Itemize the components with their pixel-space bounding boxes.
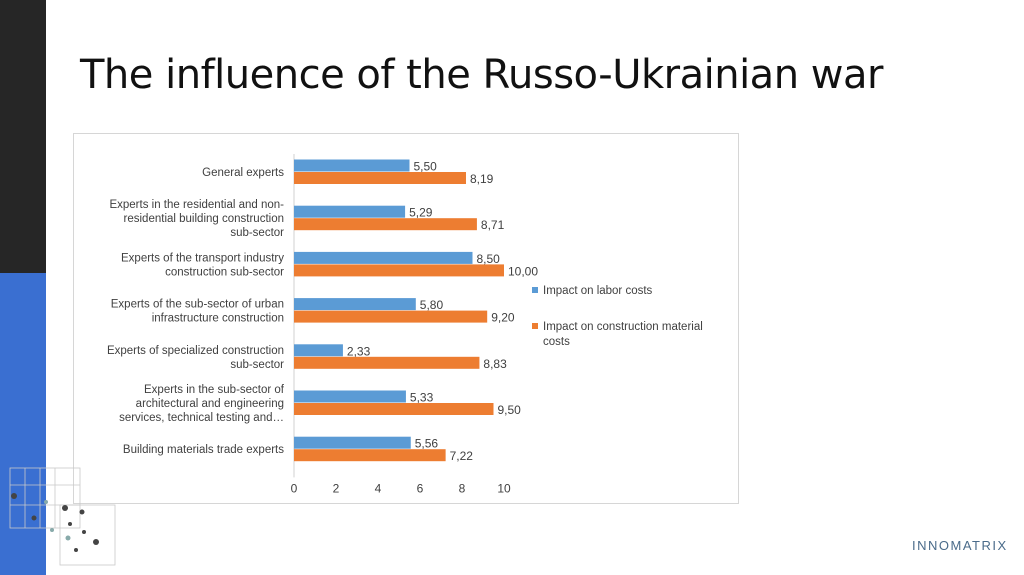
data-label: 5,56 xyxy=(415,437,439,451)
logo-text: INNOMATRIX xyxy=(912,538,1008,553)
category-label-line: Building materials trade experts xyxy=(123,444,284,456)
bar-labor xyxy=(294,390,406,403)
category-label-line: Experts in the sub-sector of xyxy=(144,384,285,396)
bar-material xyxy=(294,310,488,323)
x-tick-label: 0 xyxy=(291,481,298,495)
x-tick-label: 8 xyxy=(459,481,466,495)
legend-label-line: Impact on construction material xyxy=(543,321,703,333)
bar-material xyxy=(294,218,477,231)
category-label-line: infrastructure construction xyxy=(152,313,284,325)
data-label: 9,50 xyxy=(498,403,522,417)
category-label: Experts of the sub-sector of urban infras… xyxy=(111,299,284,325)
data-label: 8,19 xyxy=(470,172,494,186)
bar-labor xyxy=(294,298,416,311)
bar-chart: General experts 5,50 8,19 Experts in the re… xyxy=(107,154,703,495)
legend-swatch xyxy=(532,323,538,329)
legend-swatch xyxy=(532,287,538,293)
decorative-dot-grid xyxy=(9,467,116,566)
category-label: Experts of the transport industry constru… xyxy=(121,252,284,278)
legend-label-line: costs xyxy=(543,336,570,348)
category-label-line: Experts of the transport industry xyxy=(121,252,284,264)
category-label-line: residential building construction xyxy=(124,213,284,225)
category-label-line: Experts in the residential and non- xyxy=(109,199,284,211)
legend-label: Impact on construction material costs xyxy=(543,321,703,348)
category-label: General experts xyxy=(202,167,284,179)
data-label: 7,22 xyxy=(450,449,474,463)
sidebar-blue-band xyxy=(0,273,46,575)
category-label-line: sub-sector xyxy=(230,359,284,371)
data-label: 8,50 xyxy=(477,252,501,266)
category-label: Experts of specialized construction sub-s… xyxy=(107,345,284,371)
bar-labor xyxy=(294,205,406,218)
chart-frame: General experts 5,50 8,19 Experts in the re… xyxy=(73,133,739,504)
data-label: 5,50 xyxy=(414,160,438,174)
category-label-line: services, technical testing and… xyxy=(119,412,284,424)
sidebar-dark-band xyxy=(0,0,46,273)
category-label: Building materials trade experts xyxy=(123,444,284,456)
category-label-line: construction sub-sector xyxy=(165,266,284,278)
x-tick-label: 10 xyxy=(497,481,511,495)
category-label-line: sub-sector xyxy=(230,227,284,239)
bar-material xyxy=(294,172,466,184)
bar-labor xyxy=(294,251,473,264)
x-tick-label: 4 xyxy=(375,481,382,495)
bar-labor xyxy=(294,159,410,172)
category-label: Experts in the sub-sector of architectura… xyxy=(119,384,285,424)
bar-material xyxy=(294,403,494,415)
x-tick-label: 6 xyxy=(417,481,424,495)
data-label: 8,83 xyxy=(483,357,507,371)
bar-labor xyxy=(294,436,411,449)
data-label: 10,00 xyxy=(508,264,538,278)
x-tick-label: 2 xyxy=(333,481,340,495)
category-label-line: General experts xyxy=(202,167,284,179)
category-label-line: Experts of specialized construction xyxy=(107,345,284,357)
company-logo: INNOMATRIX xyxy=(912,538,1008,553)
data-label: 5,33 xyxy=(410,391,434,405)
bar-material xyxy=(294,449,446,462)
category-label: Experts in the residential and non-resid… xyxy=(109,199,284,239)
data-label: 2,33 xyxy=(347,344,371,358)
bar-labor xyxy=(294,344,343,357)
legend-label: Impact on labor costs xyxy=(543,285,653,297)
data-label: 5,80 xyxy=(420,298,444,312)
legend-label-line: Impact on labor costs xyxy=(543,285,653,297)
data-label: 5,29 xyxy=(409,206,433,220)
slide-title: The influence of the Russo-Ukrainian war xyxy=(80,52,883,98)
category-label-line: Experts of the sub-sector of urban xyxy=(111,299,284,311)
data-label: 8,71 xyxy=(481,218,505,232)
category-label-line: architectural and engineering xyxy=(136,398,284,410)
bar-material xyxy=(294,264,504,277)
bar-material xyxy=(294,356,480,369)
data-label: 9,20 xyxy=(491,311,515,325)
